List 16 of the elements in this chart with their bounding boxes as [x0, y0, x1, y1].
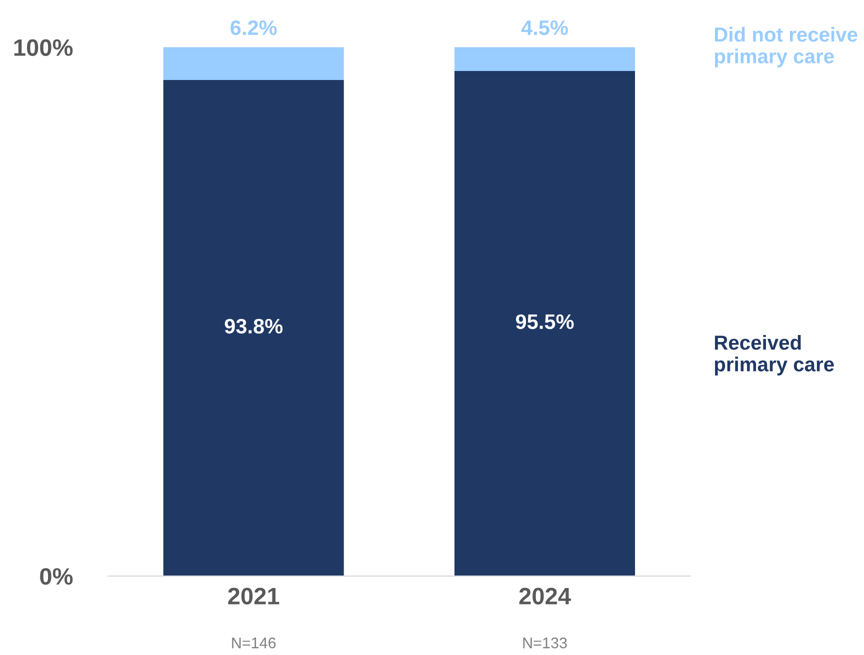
data-label: 4.5%	[521, 20, 568, 36]
bar	[163, 47, 344, 80]
text: Received primary care	[714, 334, 834, 376]
data-label: 95.5%	[516, 314, 574, 330]
bar	[163, 80, 344, 576]
text: Did not receive primary care	[714, 26, 858, 68]
bar	[454, 47, 636, 71]
text: N=133	[523, 638, 567, 648]
data-label: 93.8%	[224, 318, 283, 334]
bar	[454, 70, 636, 576]
x-tick-label: 2024	[519, 588, 571, 604]
y-tick-label: 0%	[40, 568, 73, 585]
data-label: 6.2%	[230, 20, 277, 36]
x-tick-label: 2021	[228, 588, 280, 604]
y-tick-label: 100%	[14, 39, 73, 56]
text: N=146	[232, 638, 276, 648]
